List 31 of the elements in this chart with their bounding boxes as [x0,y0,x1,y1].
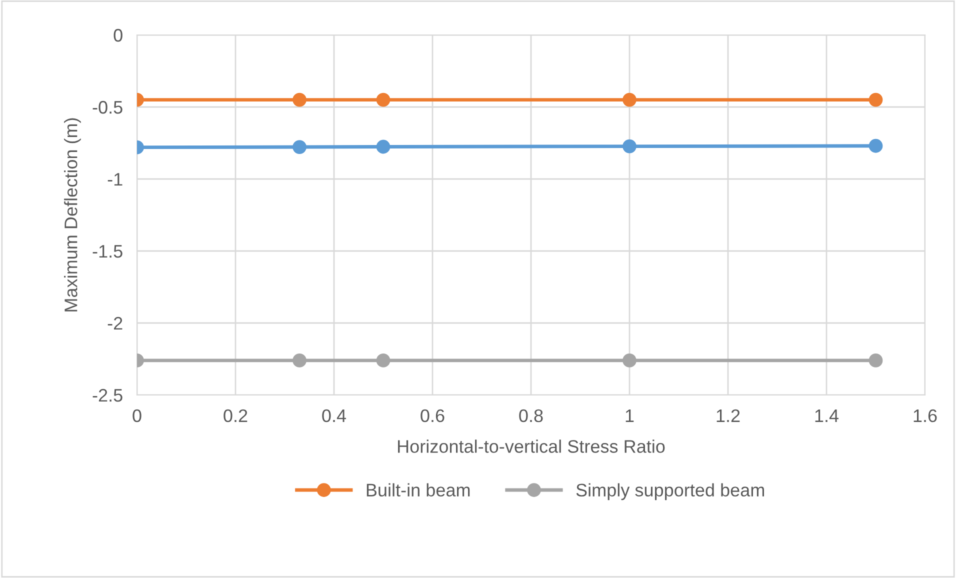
x-tick-label: 0.2 [224,409,248,422]
point [376,140,390,154]
x-tick-label: 0 [132,409,142,422]
point [868,92,883,107]
point [622,92,636,107]
y-axis-title: Maximum Deflection (m) [64,118,81,312]
y-tick-label: -2.5 [92,388,122,402]
point [622,353,636,368]
legend-label: Simply supported beam [576,483,764,500]
point [292,353,306,368]
x-tick-label: 1.6 [914,409,937,422]
x-axis-title: Horizontal-to-vertical Stress Ratio [398,440,665,453]
y-tick-label: -2 [108,316,122,330]
legend-label: Built-in beam [366,483,470,497]
point [622,139,636,154]
point [292,92,306,107]
y-tick-label: -0.5 [92,100,122,114]
x-tick-label: 0.8 [519,409,543,422]
point [376,353,390,368]
x-tick-label: 0.4 [322,409,346,422]
point [292,140,306,154]
x-tick-label: 1 [626,410,634,422]
point [868,138,883,153]
y-tick-label: 0 [114,28,122,42]
x-tick-label: 0.6 [420,409,444,422]
y-tick-label: -1.5 [92,245,122,258]
point [376,92,390,107]
x-tick-label: 1.4 [815,410,839,422]
x-tick-label: 1.2 [716,409,740,422]
y-tick-label: -1 [108,173,122,186]
point [868,353,883,368]
